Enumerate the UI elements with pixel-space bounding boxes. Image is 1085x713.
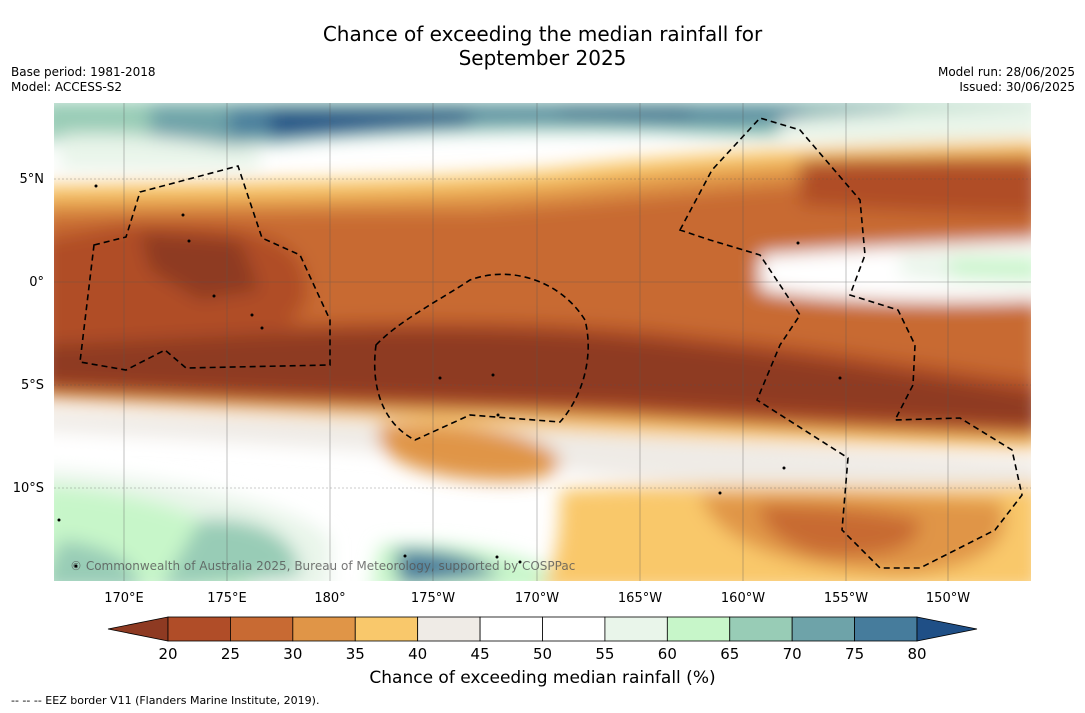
lat-tick: 5°N — [20, 172, 45, 187]
issued-date: Issued: 30/06/2025 — [959, 80, 1075, 94]
colorbar-tick-label: 35 — [346, 645, 365, 663]
lon-tick: 180° — [314, 591, 345, 606]
chart-title-line2: September 2025 — [458, 46, 627, 70]
colorbar-segment — [666, 616, 731, 642]
colorbar-tick-label: 70 — [783, 645, 802, 663]
colorbar-tick-label: 45 — [471, 645, 490, 663]
legend-note: -- -- -- EEZ border V11 (Flanders Marine… — [11, 694, 320, 707]
colorbar-title: Chance of exceeding median rainfall (%) — [369, 668, 716, 688]
colorbar: 20 25 30 35 40 45 50 55 60 65 70 75 80 — [107, 616, 978, 663]
map-field: © Commonwealth of Australia 2025, Bureau… — [54, 103, 1031, 581]
colorbar-tick-label: 75 — [845, 645, 864, 663]
lon-tick: 155°W — [824, 591, 868, 606]
lat-tick: 10°S — [13, 481, 44, 496]
meta-right: Model run: 28/06/2025 Issued: 30/06/2025 — [938, 65, 1075, 95]
colorbar-segment — [417, 616, 481, 642]
colorbar-tick-label: 60 — [658, 645, 677, 663]
lon-tick: 165°W — [618, 591, 662, 606]
eez-borders — [79, 117, 1023, 569]
model-name: Model: ACCESS-S2 — [11, 80, 123, 94]
lon-tick: 170°W — [515, 591, 559, 606]
lat-tick: 5°S — [21, 378, 44, 393]
watermark: © Commonwealth of Australia 2025, Bureau… — [70, 559, 575, 573]
colorbar-segment — [167, 616, 231, 642]
colorbar-tick-label: 25 — [221, 645, 240, 663]
colorbar-tick-label: 50 — [533, 645, 552, 663]
colorbar-segment — [729, 616, 793, 642]
meta-left: Base period: 1981-2018 Model: ACCESS-S2 — [11, 65, 156, 95]
colorbar-segment — [230, 616, 294, 642]
colorbar-segment — [354, 616, 419, 642]
model-run: Model run: 28/06/2025 — [937, 65, 1075, 79]
colorbar-tick-label: 80 — [907, 645, 926, 663]
colorbar-tick-label: 55 — [595, 645, 614, 663]
colorbar-extend-low — [107, 616, 169, 642]
colorbar-segment — [604, 616, 668, 642]
lon-tick: 175°E — [207, 591, 247, 606]
colorbar-segment — [854, 616, 918, 642]
colorbar-segment — [292, 616, 356, 642]
colorbar-tick-label: 30 — [283, 645, 302, 663]
colorbar-tick-label: 40 — [408, 645, 427, 663]
chart-title-line1: Chance of exceeding the median rainfall … — [322, 22, 763, 46]
islands — [57, 184, 842, 568]
colorbar-tick-label: 20 — [158, 645, 177, 663]
colorbar-segment — [479, 616, 543, 642]
lon-tick: 170°E — [104, 591, 144, 606]
axis-labels: 170°E 175°E 180° 175°W 170°W 165°W 160°W… — [13, 172, 971, 606]
colorbar-segment — [791, 616, 855, 642]
colorbar-segment — [542, 616, 606, 642]
lat-tick: 0° — [29, 275, 44, 290]
colorbar-extend-high — [916, 616, 978, 642]
lon-tick: 150°W — [926, 591, 970, 606]
lon-tick: 160°W — [721, 591, 765, 606]
base-period: Base period: 1981-2018 — [11, 65, 156, 79]
colorbar-tick-label: 65 — [720, 645, 739, 663]
lon-tick: 175°W — [411, 591, 455, 606]
